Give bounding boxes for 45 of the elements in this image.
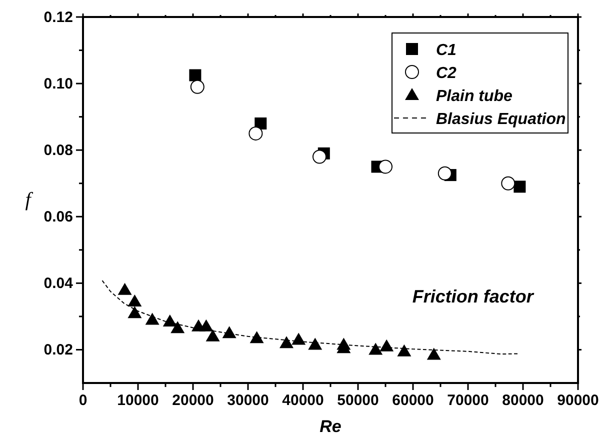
x-tick-label: 30000 [227,392,269,409]
point [145,312,160,325]
legend-label: Plain tube [436,88,513,105]
y-tick-label: 0.04 [44,275,74,292]
point [438,166,452,180]
point [189,69,202,82]
y-axis-title: f [25,189,34,211]
legend-label: C2 [436,65,457,82]
x-tick-label: 70000 [447,392,489,409]
point [426,348,441,360]
point [206,329,220,342]
annotation: Friction factor [412,286,534,306]
x-tick-label: 50000 [337,392,379,409]
x-tick-label: 10000 [117,392,159,409]
x-tick-label: 60000 [392,392,434,409]
point [162,314,177,326]
point [118,282,132,295]
point [128,306,142,318]
point [250,331,264,344]
point [514,180,526,193]
x-axis-title: Re [320,417,342,436]
point [199,319,214,332]
y-tick-label: 0.10 [44,76,73,93]
point [312,150,326,164]
legend-label: C1 [436,42,457,59]
y-tick-label: 0.02 [44,342,73,359]
point [308,338,322,350]
point [380,339,394,352]
x-tick-label: 20000 [172,392,214,409]
legend-label: Blasius Equation [436,111,566,128]
point [397,344,412,356]
x-tick-label: 40000 [282,392,324,409]
point [248,126,263,140]
y-tick-label: 0.12 [44,9,73,26]
point [222,326,236,338]
point [368,342,383,355]
y-tick-label: 0.08 [44,142,73,160]
point [128,294,142,306]
x-tick-label: 80000 [502,392,544,409]
point [170,321,185,334]
point [280,336,294,348]
y-tick-label: 0.06 [44,208,73,226]
x-tick-label: 90000 [557,392,599,409]
x-tick-label: 0 [78,392,88,409]
point [378,160,392,174]
